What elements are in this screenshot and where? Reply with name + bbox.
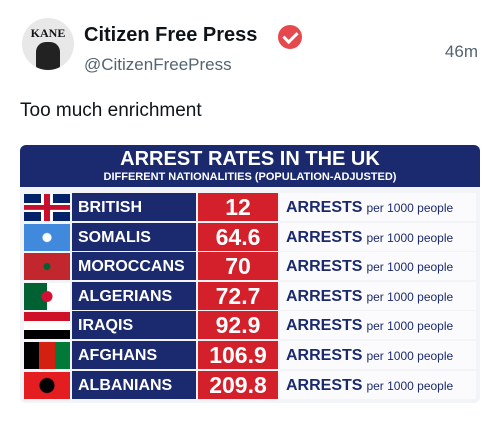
rate-unit-cell: ARRESTS per 1000 people [280, 341, 476, 369]
arrest-rate: 64.6 [198, 222, 278, 251]
avatar[interactable]: KANE [22, 18, 74, 70]
rate-per: per 1000 people [366, 230, 454, 245]
flag-icon [24, 342, 70, 369]
table-row: IRAQIS 92.9 ARRESTS per 1000 people [24, 311, 476, 340]
rate-unit-cell: ARRESTS per 1000 people [280, 311, 476, 340]
arrest-rate: 72.7 [198, 281, 278, 310]
table-row: MOROCCANS 70 ARRESTS per 1000 people [24, 252, 476, 281]
author-name[interactable]: Citizen Free Press [84, 24, 258, 46]
rate-unit: ARRESTS [286, 228, 363, 246]
post-time[interactable]: 46m [444, 42, 478, 61]
nationality: ALBANIANS [72, 370, 196, 399]
post-image[interactable]: ARREST RATES IN THE UK DIFFERENT NATIONA… [20, 145, 480, 403]
flag-icon [24, 371, 70, 399]
flag-icon [24, 253, 70, 281]
table-row: ALGERIANS 72.7 ARRESTS per 1000 people [24, 281, 476, 310]
table-row: ALBANIANS 209.8 ARRESTS per 1000 people [24, 370, 476, 399]
flag-icon [24, 282, 70, 310]
arrest-rate: 12 [198, 193, 278, 221]
rate-unit-cell: ARRESTS per 1000 people [280, 222, 476, 251]
nationality: BRITISH [72, 193, 196, 221]
rate-unit: ARRESTS [286, 347, 363, 364]
arrest-rate: 106.9 [198, 341, 278, 369]
table-subtitle: DIFFERENT NATIONALITIES (POPULATION-ADJU… [103, 171, 397, 183]
rate-unit-cell: ARRESTS per 1000 people [280, 281, 476, 310]
rate-per: per 1000 people [366, 260, 454, 275]
rate-per: per 1000 people [366, 378, 454, 393]
nationality: ALGERIANS [72, 281, 196, 310]
table-row: SOMALIS 64.6 ARRESTS per 1000 people [24, 222, 476, 251]
arrest-rate: 70 [198, 252, 278, 281]
nationality: AFGHANS [72, 341, 196, 369]
nationality: MOROCCANS [72, 252, 196, 281]
nationality: SOMALIS [72, 222, 196, 251]
rate-unit-cell: ARRESTS per 1000 people [280, 370, 476, 399]
rate-unit: ARRESTS [286, 199, 363, 216]
table-header: ARREST RATES IN THE UK DIFFERENT NATIONA… [20, 145, 480, 187]
table-row: AFGHANS 106.9 ARRESTS per 1000 people [24, 341, 476, 369]
flag-icon [24, 194, 70, 221]
author-handle[interactable]: @CitizenFreePress [84, 55, 232, 74]
rate-per: per 1000 people [366, 289, 454, 304]
rate-unit: ARRESTS [286, 287, 363, 305]
verified-badge [278, 25, 302, 49]
rate-unit-cell: ARRESTS per 1000 people [280, 252, 476, 281]
avatar-text: KANE [30, 26, 66, 40]
flag-icon [24, 223, 70, 251]
post-text: Too much enrichment [20, 100, 202, 121]
rate-unit: ARRESTS [286, 317, 363, 335]
arrest-rate: 209.8 [198, 370, 278, 399]
table-row: BRITISH 12 ARRESTS per 1000 people [24, 193, 476, 221]
flag-icon [24, 312, 70, 340]
rate-unit-cell: ARRESTS per 1000 people [280, 193, 476, 221]
rate-per: per 1000 people [366, 349, 454, 363]
rate-unit: ARRESTS [286, 258, 363, 276]
nationality: IRAQIS [72, 311, 196, 340]
arrest-rate: 92.9 [198, 311, 278, 340]
table-title: ARREST RATES IN THE UK [120, 148, 380, 170]
rate-per: per 1000 people [366, 319, 454, 334]
rate-per: per 1000 people [366, 201, 454, 215]
rate-unit: ARRESTS [286, 376, 363, 394]
avatar-figure [36, 42, 60, 70]
